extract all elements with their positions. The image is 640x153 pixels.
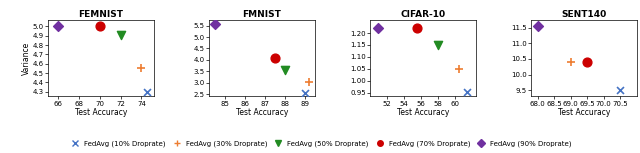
Point bbox=[615, 89, 625, 91]
Point bbox=[136, 67, 147, 70]
Point bbox=[270, 57, 280, 60]
Point bbox=[284, 80, 294, 82]
Point bbox=[95, 25, 105, 28]
Point bbox=[433, 44, 443, 46]
Point bbox=[532, 25, 543, 27]
X-axis label: Test Accuracy: Test Accuracy bbox=[397, 108, 449, 117]
Point bbox=[280, 69, 290, 71]
Point bbox=[454, 68, 464, 70]
Point bbox=[566, 61, 576, 63]
Point bbox=[373, 27, 383, 30]
X-axis label: Test Accuracy: Test Accuracy bbox=[75, 108, 127, 117]
Title: FEMNIST: FEMNIST bbox=[79, 10, 124, 19]
Title: SENT140: SENT140 bbox=[561, 10, 607, 19]
Point bbox=[462, 90, 472, 93]
Y-axis label: Variance: Variance bbox=[22, 41, 31, 75]
Point bbox=[582, 61, 592, 63]
Legend: FedAvg (10% Droprate), FedAvg (30% Droprate), FedAvg (50% Droprate), FedAvg (70%: FedAvg (10% Droprate), FedAvg (30% Dropr… bbox=[65, 138, 575, 149]
X-axis label: Test Accuracy: Test Accuracy bbox=[236, 108, 288, 117]
Title: CIFAR-10: CIFAR-10 bbox=[401, 10, 445, 19]
Point bbox=[53, 25, 63, 28]
Point bbox=[210, 23, 220, 26]
Title: FMNIST: FMNIST bbox=[243, 10, 282, 19]
X-axis label: Test Accuracy: Test Accuracy bbox=[557, 108, 610, 117]
Point bbox=[304, 80, 314, 83]
Point bbox=[141, 91, 152, 93]
Point bbox=[300, 92, 310, 94]
Point bbox=[116, 34, 126, 36]
Point bbox=[412, 27, 422, 30]
